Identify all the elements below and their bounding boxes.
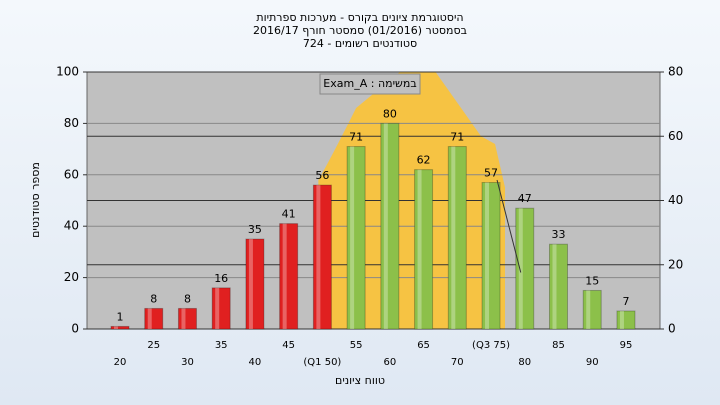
value-label: 57 <box>484 167 498 180</box>
bar <box>177 307 197 330</box>
value-label: 71 <box>349 131 363 144</box>
bar-shine <box>518 208 523 329</box>
value-label: 62 <box>417 154 431 167</box>
chart-title: בסמסטר (01/2016) סמסטר חורף 2016/17 <box>253 24 467 37</box>
bar <box>211 287 231 330</box>
bar <box>312 184 332 330</box>
bar-shine <box>552 244 557 329</box>
titles: היסטוגרמת ציונים בקורס - מערכות ספרתיותב… <box>253 11 467 50</box>
x-tick-label: 80 <box>518 357 531 368</box>
x-tick-label: 85 <box>552 340 565 351</box>
y2-tick-label: 60 <box>668 129 683 143</box>
x-axis-label: טווח ציונים <box>335 374 385 387</box>
annotation-box <box>319 73 421 95</box>
value-label: 35 <box>248 223 262 236</box>
bar-shine <box>485 182 490 329</box>
bar-shine <box>417 169 422 329</box>
value-label: 80 <box>383 107 397 120</box>
x-tick-label: (Q3 75) <box>472 340 510 351</box>
bar-shine <box>350 146 355 329</box>
chart-title: היסטוגרמת ציונים בקורס - מערכות ספרתיות <box>256 11 463 24</box>
x-tick-label: 35 <box>215 340 228 351</box>
x-tick-label: 70 <box>451 357 464 368</box>
bar-shine <box>586 290 591 329</box>
value-label: 33 <box>551 228 565 241</box>
chart-title: סטודנטים רשומים - 724 <box>303 37 417 50</box>
bar <box>582 289 602 330</box>
value-label: 7 <box>622 295 629 308</box>
x-tick-label: 60 <box>383 357 396 368</box>
y2-tick-label: 0 <box>668 322 676 336</box>
x-tick-label: 45 <box>282 340 295 351</box>
x-tick-label: 90 <box>586 357 599 368</box>
bar <box>481 182 501 330</box>
value-label: 56 <box>315 169 329 182</box>
value-label: 8 <box>150 292 157 305</box>
bar-shine <box>316 185 321 329</box>
y2-tick-label: 80 <box>668 65 683 79</box>
value-label: 71 <box>450 131 464 144</box>
x-tick-label: 25 <box>147 340 160 351</box>
bar <box>346 146 366 330</box>
bar <box>414 169 434 330</box>
bar <box>279 223 299 330</box>
x-tick-label: 65 <box>417 340 430 351</box>
x-tick-label: 55 <box>350 340 363 351</box>
bar-shine <box>619 311 624 329</box>
trend-line <box>496 179 522 273</box>
annotation: Exam_A : במשימה <box>323 77 416 90</box>
bar-shine <box>215 287 220 329</box>
x-tick-label: 20 <box>114 357 127 368</box>
bar-shine <box>383 123 388 330</box>
y-tick-label: 40 <box>64 219 79 233</box>
bar <box>144 307 164 330</box>
bar-shine <box>147 308 152 329</box>
bar <box>447 146 467 330</box>
x-tick-label: 95 <box>620 340 633 351</box>
bar <box>616 310 636 330</box>
y2-tick-label: 20 <box>668 257 683 271</box>
bar-shine <box>248 239 253 329</box>
x-tick-label: 30 <box>181 357 194 368</box>
layer: 0 20 40 60 80 100 0 20 40 60 80 1 20 8 25 8 30 16 35 35 40 41… <box>29 65 683 388</box>
y-tick-label: 60 <box>64 167 79 181</box>
x-tick-label: 40 <box>249 357 262 368</box>
bar <box>110 325 130 330</box>
y-tick-label: 0 <box>71 322 79 336</box>
y-tick-label: 100 <box>56 65 79 79</box>
value-label: 47 <box>518 192 532 205</box>
y2-tick-label: 40 <box>668 193 683 207</box>
bar-shine <box>451 146 456 329</box>
x-tick-label: (Q1 50) <box>303 357 341 368</box>
bar <box>380 122 400 330</box>
value-label: 16 <box>214 272 228 285</box>
y-tick-label: 20 <box>64 270 79 284</box>
value-label: 8 <box>184 292 191 305</box>
bar-shine <box>181 308 186 329</box>
bar-shine <box>282 223 287 329</box>
y-axis-label: מספר סטודנטים <box>29 162 42 238</box>
value-label: 15 <box>585 274 599 287</box>
bar <box>548 243 568 330</box>
y-tick-label: 80 <box>64 116 79 130</box>
bar <box>515 207 535 330</box>
bar-shine <box>114 326 118 329</box>
value-label: 1 <box>117 310 124 323</box>
bar <box>245 238 265 330</box>
value-label: 41 <box>282 208 296 221</box>
